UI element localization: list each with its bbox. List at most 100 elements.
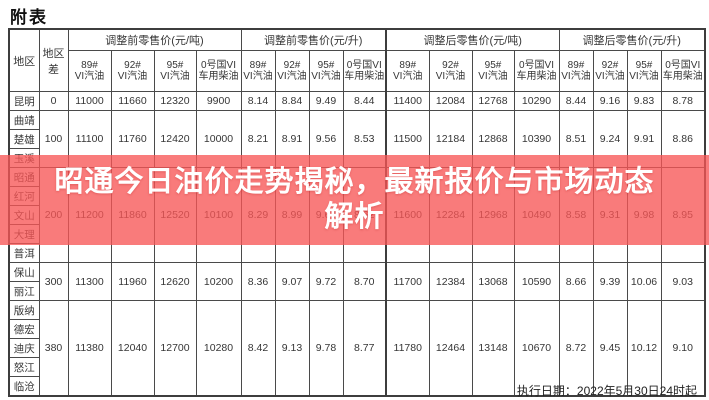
- price-cell: 11380: [67, 300, 112, 397]
- table-row: 昆明 0 11000 11660 12320 9900 8.14 8.84 9.49 8.44 11…: [8, 91, 706, 111]
- table-row: 德宏: [8, 319, 705, 339]
- region-cell: 丽江: [8, 281, 40, 301]
- price-cell: 10670: [513, 300, 560, 397]
- header-region: 地区: [8, 28, 40, 92]
- price-cell: 12700: [153, 300, 197, 397]
- region-cell: 怒江: [8, 357, 40, 377]
- price-cell: 11400: [385, 91, 430, 111]
- exec-date: 执行日期：2022年5月30日24时起: [516, 384, 697, 398]
- price-cell: 12768: [471, 91, 515, 111]
- region-cell: 楚雄: [8, 129, 40, 149]
- table-row: 怒江: [8, 357, 705, 377]
- price-cell: 9.16: [592, 91, 628, 111]
- price-cell: 8.84: [274, 91, 310, 111]
- header-fuel: 92# VI汽油: [274, 50, 310, 92]
- region-diff-cell: 300: [38, 262, 69, 301]
- table-row: 临沧: [8, 376, 705, 397]
- price-cell: 10.12: [626, 300, 662, 397]
- table-row: 曲靖 100 11100 11760 12420 10000 8.21 8.91 9.56 8.5…: [8, 110, 706, 168]
- table-row: 楚雄: [8, 129, 705, 149]
- price-cell: 9.78: [308, 300, 344, 397]
- price-cell: 10590: [513, 262, 560, 301]
- table-header: 地区 地区差 调整前零售价(元/吨) 调整前零售价(元/升) 调整后零售价(元/吨) 调整…: [8, 28, 706, 92]
- header-group: 调整前零售价(元/升): [240, 28, 387, 51]
- price-cell: 11660: [110, 91, 155, 111]
- region-cell: 曲靖: [8, 110, 40, 130]
- price-cell: 10280: [195, 300, 242, 397]
- region-cell: 德宏: [8, 319, 40, 339]
- price-cell: 12320: [153, 91, 197, 111]
- headline-line-2: 解析: [324, 201, 385, 233]
- header-row-groups: 地区 地区差 调整前零售价(元/吨) 调整前零售价(元/升) 调整后零售价(元/吨) 调整…: [8, 28, 706, 92]
- price-cell: 9.03: [660, 262, 706, 301]
- price-cell: 13148: [471, 300, 515, 397]
- price-cell: 9.45: [592, 300, 628, 397]
- header-region-diff: 地区差: [38, 28, 69, 92]
- region-cell: 临沧: [8, 376, 40, 397]
- region-cell: 迪庆: [8, 338, 40, 358]
- header-fuel: 95# VI汽油: [471, 50, 515, 92]
- price-cell: 13068: [471, 262, 515, 301]
- price-cell: 8.70: [342, 262, 387, 301]
- price-cell: 11700: [385, 262, 430, 301]
- price-cell: 9.10: [660, 300, 706, 397]
- region-cell: 昆明: [8, 91, 40, 111]
- price-cell: 12620: [153, 262, 197, 301]
- price-cell: 8.42: [240, 300, 276, 397]
- header-group: 调整后零售价(元/吨): [385, 28, 560, 51]
- price-cell: 9.83: [626, 91, 662, 111]
- region-diff-cell: 0: [38, 91, 69, 111]
- price-cell: 12084: [428, 91, 473, 111]
- price-cell: 12464: [428, 300, 473, 397]
- price-cell: 10.06: [626, 262, 662, 301]
- headline-banner: 昭通今日油价走势揭秘，最新报价与市场动态 解析: [0, 155, 709, 245]
- table-row: 版纳 380 11380 12040 12700 10280 8.42 9.13 9.78 8.7…: [8, 300, 706, 397]
- header-fuel: 0号国VI 车用柴油: [342, 50, 387, 92]
- price-cell: 8.36: [240, 262, 276, 301]
- header-group: 调整后零售价(元/升): [558, 28, 706, 51]
- header-fuel: 0号国VI 车用柴油: [513, 50, 560, 92]
- price-cell: 10200: [195, 262, 242, 301]
- header-fuel: 89# VI汽油: [385, 50, 430, 92]
- header-fuel: 92# VI汽油: [592, 50, 628, 92]
- price-cell: 8.14: [240, 91, 276, 111]
- price-cell: 8.44: [342, 91, 387, 111]
- table-row: 丽江: [8, 281, 705, 301]
- region-cell: 保山: [8, 262, 40, 282]
- price-cell: 9.39: [592, 262, 628, 301]
- price-cell: 9.07: [274, 262, 310, 301]
- header-fuel: 92# VI汽油: [428, 50, 473, 92]
- price-cell: 11960: [110, 262, 155, 301]
- header-fuel: 92# VI汽油: [110, 50, 155, 92]
- table-row: 保山 300 11300 11960 12620 10200 8.36 9.07 9.72 8.7…: [8, 262, 706, 301]
- price-cell: 11300: [67, 262, 112, 301]
- price-cell: 8.77: [342, 300, 387, 397]
- price-cell: 10290: [513, 91, 560, 111]
- header-fuel: 89# VI汽油: [558, 50, 594, 92]
- region-cell: 普洱: [8, 243, 40, 263]
- price-cell: 9.49: [308, 91, 344, 111]
- region-cell: 版纳: [8, 300, 40, 320]
- header-fuel: 0号国VI 车用柴油: [660, 50, 706, 92]
- price-cell: 8.66: [558, 262, 594, 301]
- price-cell: 8.78: [660, 91, 706, 111]
- header-fuel: 95# VI汽油: [308, 50, 344, 92]
- header-fuel: 89# VI汽油: [240, 50, 276, 92]
- price-cell: 11000: [67, 91, 112, 111]
- header-row-fuels: 89# VI汽油 92# VI汽油 95# VI汽油 0号国VI 车用柴油 89# VI…: [9, 50, 706, 92]
- price-cell: 9900: [195, 91, 242, 111]
- header-fuel: 95# VI汽油: [626, 50, 662, 92]
- header-fuel: 0号国VI 车用柴油: [195, 50, 242, 92]
- price-cell: 9.13: [274, 300, 310, 397]
- price-cell: 12384: [428, 262, 473, 301]
- region-diff-cell: 380: [38, 300, 69, 397]
- header-fuel: 89# VI汽油: [67, 50, 112, 92]
- price-cell: 12040: [110, 300, 155, 397]
- price-cell: 11780: [385, 300, 430, 397]
- price-cell: 9.72: [308, 262, 344, 301]
- price-cell: 8.72: [558, 300, 594, 397]
- page-title: 附表: [10, 8, 48, 27]
- headline-line-1: 昭通今日油价走势揭秘，最新报价与市场动态: [54, 166, 655, 198]
- header-fuel: 95# VI汽油: [153, 50, 197, 92]
